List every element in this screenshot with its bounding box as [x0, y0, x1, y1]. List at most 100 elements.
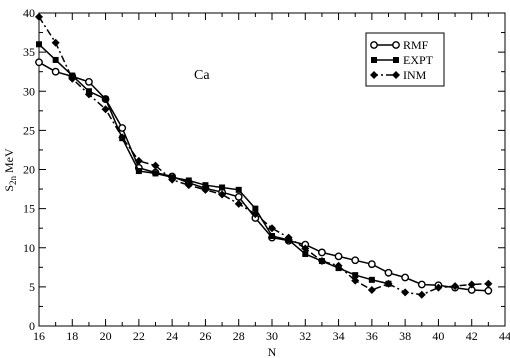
y-tick-label: 20: [23, 163, 35, 177]
data-point-inm: [184, 181, 193, 190]
legend-marker: [370, 71, 378, 79]
x-tick-label: 36: [366, 329, 378, 343]
data-point-inm: [84, 90, 93, 99]
svg-text:S2nMeV: S2n MeV: [2, 148, 18, 192]
data-point-rmf: [318, 248, 326, 257]
data-point-inm: [451, 282, 460, 291]
y-tick-label: 15: [23, 202, 35, 216]
legend-item-inm: INM: [370, 68, 427, 82]
data-point-rmf: [351, 256, 360, 265]
data-point-inm: [101, 105, 110, 114]
y-axis-label: S2n MeV: [2, 148, 18, 192]
y-tick-label: 5: [29, 280, 35, 294]
x-tick-label: 22: [133, 329, 145, 343]
x-tick-label: 18: [66, 329, 78, 343]
data-point-inm: [384, 279, 393, 288]
data-point-rmf: [484, 286, 493, 295]
data-point-rmf: [234, 192, 243, 201]
data-point-inm: [268, 224, 276, 233]
data-point-expt: [185, 177, 192, 184]
x-tick-label: 28: [233, 329, 245, 343]
data-point-inm: [417, 290, 426, 299]
data-point-expt: [152, 170, 159, 177]
data-point-inm: [234, 199, 243, 208]
data-point-inm: [401, 288, 410, 297]
data-point-inm: [434, 283, 443, 292]
y-axis-label-main: S: [2, 185, 16, 192]
data-point-expt: [368, 276, 375, 283]
data-point-expt: [202, 182, 209, 189]
series-line-inm: [38, 16, 489, 296]
legend-marker: [371, 57, 377, 63]
data-point-inm: [317, 257, 326, 266]
series-rmf: [35, 58, 493, 295]
data-point-expt: [52, 56, 59, 63]
y-tick-label: 10: [23, 241, 35, 255]
data-point-inm: [51, 38, 60, 47]
tick-labels: 16 18 20 22 24 26 28 30 32 34 36 38 40 42 44 0 5 10 15 20 25…: [23, 6, 510, 343]
data-point-inm: [334, 261, 343, 270]
y-axis-label-sub: 2n: [8, 175, 18, 185]
data-point-rmf: [85, 77, 93, 86]
data-point-expt: [252, 205, 259, 212]
data-point-inm: [351, 276, 360, 285]
data-point-inm: [484, 279, 493, 288]
data-point-expt: [135, 168, 142, 175]
data-point-inm: [201, 185, 210, 194]
data-point-inm: [367, 286, 376, 295]
data-point-inm: [35, 12, 43, 21]
data-point-rmf: [401, 273, 410, 282]
legend-marker: [392, 41, 400, 49]
x-tick-label: 34: [333, 329, 345, 343]
y-tick-label: 0: [29, 319, 35, 333]
legend-label: EXPT: [403, 53, 434, 67]
annotation-ca: Ca: [194, 68, 210, 83]
x-tick-label: 32: [299, 329, 311, 343]
legend-marker: [393, 57, 399, 63]
data-point-inm: [168, 175, 177, 184]
data-point-inm: [301, 244, 310, 253]
data-point-rmf: [367, 260, 376, 269]
x-tick-label: 20: [100, 329, 112, 343]
x-tick-label: 30: [266, 329, 278, 343]
data-point-inm: [251, 210, 260, 219]
data-point-expt: [102, 96, 109, 103]
data-point-inm: [118, 133, 127, 142]
data-point-inm: [284, 233, 293, 242]
data-point-rmf: [35, 58, 43, 67]
y-tick-label: 25: [23, 123, 35, 137]
data-point-expt: [36, 41, 42, 48]
x-tick-label: 26: [199, 329, 211, 343]
data-point-rmf: [417, 280, 426, 289]
data-point-expt: [219, 184, 226, 191]
legend-label: RMF: [403, 38, 429, 52]
data-point-expt: [269, 233, 275, 240]
data-point-expt: [352, 272, 359, 279]
x-tick-label: 38: [399, 329, 411, 343]
y-tick-label: 30: [23, 84, 35, 98]
data-point-inm: [134, 156, 143, 165]
data-point-rmf: [334, 252, 343, 261]
series-line-expt: [38, 43, 389, 285]
x-tick-label: 40: [432, 329, 444, 343]
y-axis-label-unit: MeV: [2, 148, 16, 173]
series-inm: [35, 12, 493, 299]
data-point-rmf: [118, 124, 127, 132]
data-point-inm: [467, 280, 476, 289]
x-tick-label: 16: [33, 329, 45, 343]
legend-item-expt: EXPT: [371, 53, 434, 67]
x-tick-label: 24: [166, 329, 178, 343]
x-tick-label: 42: [466, 329, 478, 343]
data-point-expt: [235, 186, 242, 193]
x-tick-label: 44: [499, 329, 510, 343]
series-layer: [35, 12, 493, 299]
data-point-rmf: [384, 268, 393, 277]
data-point-inm: [151, 161, 160, 170]
axis-ticks: [38, 12, 506, 327]
legend-marker: [370, 41, 378, 49]
data-point-rmf: [51, 67, 60, 76]
legend-label: INM: [403, 68, 427, 82]
x-axis-label: N: [268, 345, 277, 358]
